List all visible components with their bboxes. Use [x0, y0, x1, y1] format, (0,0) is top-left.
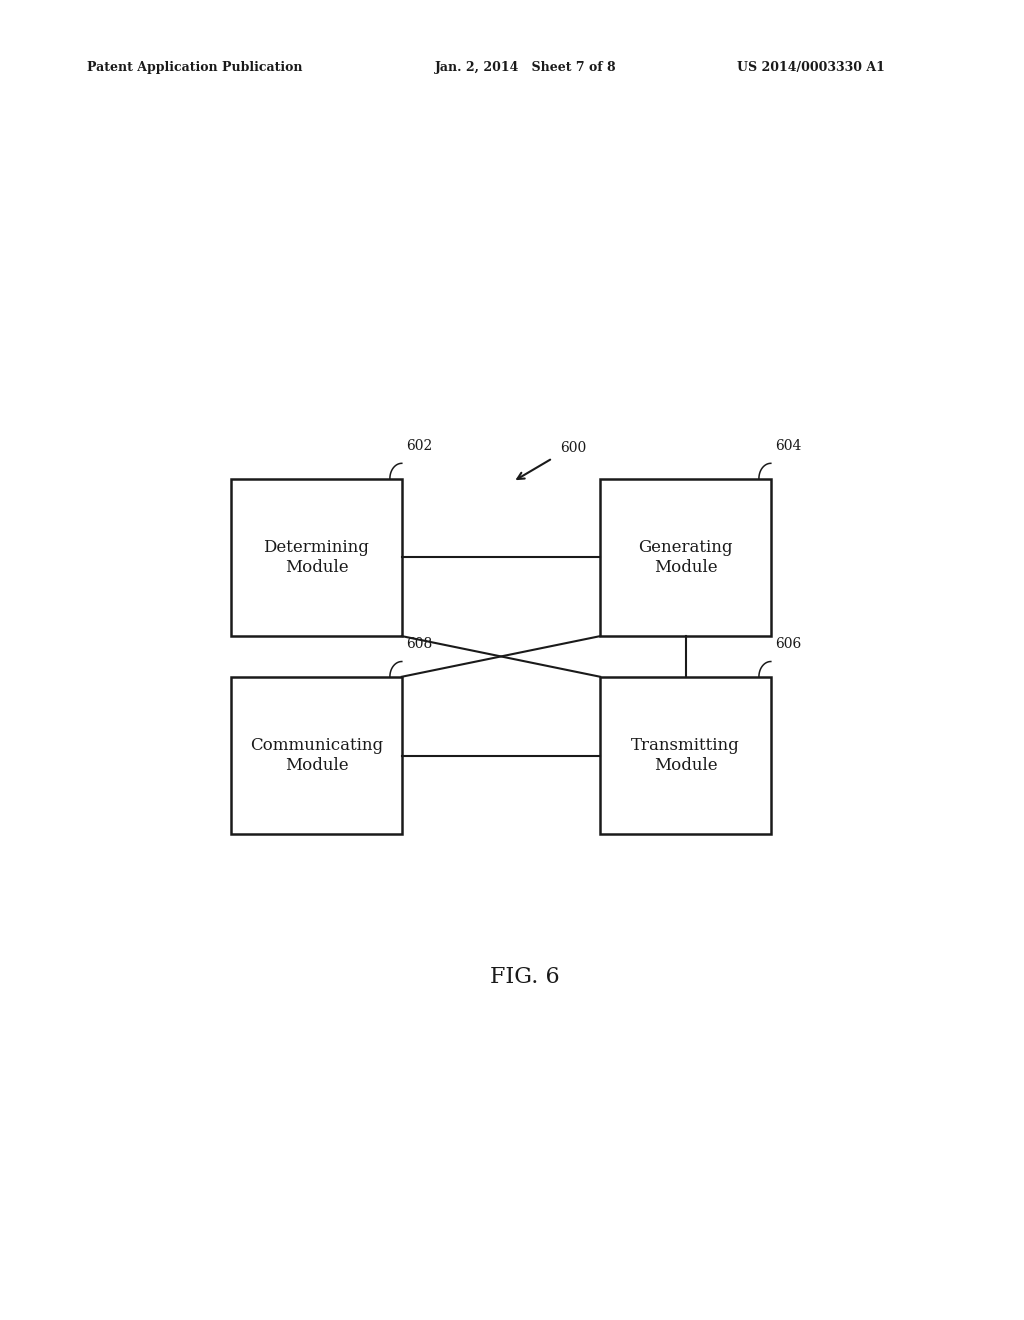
- Text: Generating
Module: Generating Module: [638, 539, 733, 576]
- Text: 602: 602: [406, 440, 432, 453]
- Text: Jan. 2, 2014   Sheet 7 of 8: Jan. 2, 2014 Sheet 7 of 8: [435, 61, 616, 74]
- Text: Patent Application Publication: Patent Application Publication: [87, 61, 302, 74]
- Text: 600: 600: [560, 441, 587, 455]
- Bar: [600, 677, 771, 834]
- Text: 608: 608: [406, 638, 432, 651]
- Text: Determining
Module: Determining Module: [263, 539, 370, 576]
- Text: 606: 606: [775, 638, 801, 651]
- Text: FIG. 6: FIG. 6: [490, 966, 559, 987]
- Bar: [231, 479, 401, 636]
- Text: Transmitting
Module: Transmitting Module: [631, 738, 740, 774]
- Text: 604: 604: [775, 440, 801, 453]
- Text: Communicating
Module: Communicating Module: [250, 738, 383, 774]
- Bar: [231, 677, 401, 834]
- Text: US 2014/0003330 A1: US 2014/0003330 A1: [737, 61, 885, 74]
- Bar: [600, 479, 771, 636]
